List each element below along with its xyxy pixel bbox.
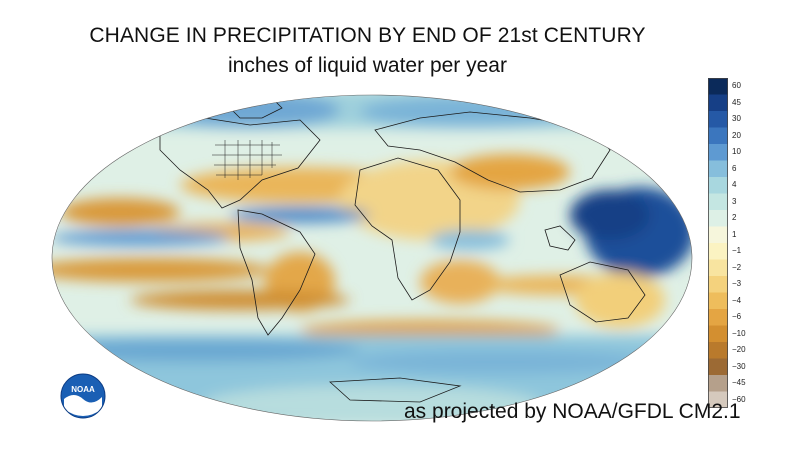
- legend-swatch: [708, 78, 728, 95]
- legend-swatch: [708, 177, 728, 194]
- legend-swatch: [708, 375, 728, 392]
- legend-swatch: [708, 342, 728, 359]
- legend-label: 30: [732, 114, 741, 124]
- legend-swatch: [708, 358, 728, 376]
- legend-swatch: [708, 127, 728, 145]
- legend-label: 60: [732, 81, 741, 91]
- svg-text:NOAA: NOAA: [71, 385, 95, 394]
- coastlines: [159, 97, 646, 403]
- legend-label: −3: [732, 279, 742, 289]
- legend-label: −20: [732, 345, 746, 355]
- legend-label: −45: [732, 378, 746, 388]
- noaa-logo: NOAA: [60, 373, 106, 419]
- legend-swatch: [708, 309, 728, 326]
- legend-labels: 60 45 30 20 10 6 4 3 2 1 −1 −2 −3 −4 −6 −10 −20 −30 −45 −60: [732, 78, 772, 408]
- map-title: CHANGE IN PRECIPITATION BY END OF 21st C…: [89, 24, 646, 47]
- legend-swatch: [708, 276, 728, 293]
- precipitation-field: [52, 95, 692, 421]
- legend-label: 4: [732, 180, 737, 190]
- legend-colorbar: [708, 78, 728, 408]
- legend-label: 2: [732, 213, 737, 223]
- legend-swatch: [708, 292, 728, 310]
- legend-label: −60: [732, 394, 746, 404]
- legend-swatch: [708, 160, 728, 178]
- legend-label: 6: [732, 163, 737, 173]
- legend-label: −10: [732, 328, 746, 338]
- legend-label: 45: [732, 97, 741, 107]
- legend-swatch: [708, 391, 728, 408]
- legend-label: −1: [732, 246, 742, 256]
- globe-outline: [51, 94, 693, 422]
- us-borders: [212, 140, 282, 180]
- legend-label: −2: [732, 262, 742, 272]
- legend-label: 3: [732, 196, 737, 206]
- legend-swatch: [708, 226, 728, 244]
- legend-swatch: [708, 111, 728, 128]
- legend-label: −6: [732, 312, 742, 322]
- model-credit: as projected by NOAA/GFDL CM2.1: [404, 400, 741, 423]
- legend-swatch: [708, 325, 728, 343]
- legend-label: 10: [732, 147, 741, 157]
- legend-swatch: [708, 94, 728, 112]
- legend-label: −4: [732, 295, 742, 305]
- legend-swatch: [708, 259, 728, 277]
- map-subtitle: inches of liquid water per year: [228, 54, 507, 77]
- legend-swatch: [708, 193, 728, 211]
- legend-label: −30: [732, 361, 746, 371]
- legend-label: 20: [732, 130, 741, 140]
- legend-swatch: [708, 210, 728, 227]
- legend-swatch: [708, 144, 728, 161]
- legend-swatch: [708, 243, 728, 260]
- legend-label: 1: [732, 229, 737, 239]
